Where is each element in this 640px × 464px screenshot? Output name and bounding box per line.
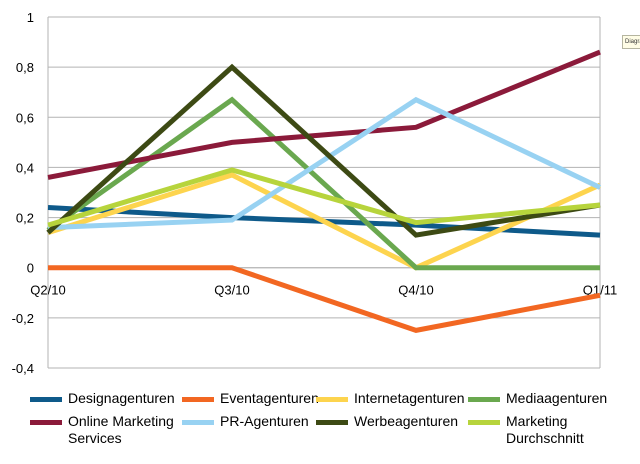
series-line-marketing-durchschnitt	[47, 167, 601, 228]
y-tick-label: -0,4	[12, 361, 34, 376]
legend-item-designagenturen: Designagenturen	[30, 390, 175, 407]
series-line-mediaagenturen	[46, 96, 600, 271]
legend-item-mediaagenturen: Mediaagenturen	[468, 390, 607, 407]
legend-swatch	[316, 397, 348, 402]
diagram-tooltip: Diagra	[622, 35, 640, 49]
legend-label: Designagenturen	[68, 390, 175, 406]
legend-label: Eventagenturen	[220, 390, 319, 406]
legend-label: Werbeagenturen	[354, 413, 459, 429]
legend-item-internetagenturen: Internetagenturen	[316, 390, 465, 407]
y-tick-label: 0,4	[16, 160, 34, 175]
series-line-eventagenturen	[48, 265, 601, 333]
legend-swatch	[468, 420, 500, 425]
legend-item-werbeagenturen: Werbeagenturen	[316, 413, 458, 430]
x-tick-label: Q4/10	[398, 283, 433, 298]
series-line-pr-agenturen	[47, 96, 602, 231]
series-line-werbeagenturen	[46, 63, 601, 238]
y-tick-label: -0,2	[12, 311, 34, 326]
legend-item-pr-agenturen: PR-Agenturen	[182, 413, 309, 430]
legend-item-eventagenturen: Eventagenturen	[182, 390, 319, 407]
legend-swatch	[182, 397, 214, 402]
legend-swatch	[30, 420, 62, 425]
legend-label: Internetagenturen	[354, 390, 465, 406]
y-tick-label: 0	[27, 261, 34, 276]
legend-swatch	[30, 397, 62, 402]
x-tick-label: Q3/10	[214, 283, 249, 298]
x-tick-label: Q2/10	[30, 283, 65, 298]
legend-label: Mediaagenturen	[506, 390, 608, 406]
y-tick-label: 0,8	[16, 60, 34, 75]
y-tick-label: 0,6	[16, 110, 34, 125]
series-line-online-marketing-services	[47, 49, 601, 180]
legend-swatch	[182, 420, 214, 425]
y-tick-label: 1	[27, 10, 34, 25]
x-tick-label: Q1/11	[583, 283, 617, 298]
legend-item-marketing-durchschnitt: Marketing Durchschnitt	[468, 413, 584, 447]
y-tick-label: 0,2	[16, 211, 34, 226]
legend-swatch	[468, 397, 500, 402]
legend-item-online-marketing-services: Online Marketing Services	[30, 413, 174, 447]
legend-label: PR-Agenturen	[220, 413, 309, 429]
legend-label: Marketing Durchschnitt	[506, 413, 584, 446]
series-line-internetagenturen	[47, 172, 602, 271]
legend-swatch	[316, 420, 348, 425]
legend-label: Online Marketing Services	[68, 413, 174, 446]
line-chart: -0,4 -0,2 0 0,2 0,4 0,6 0,8 1 Q2/10 Q3/10 Q4/10 Q1/…	[12, 10, 618, 376]
